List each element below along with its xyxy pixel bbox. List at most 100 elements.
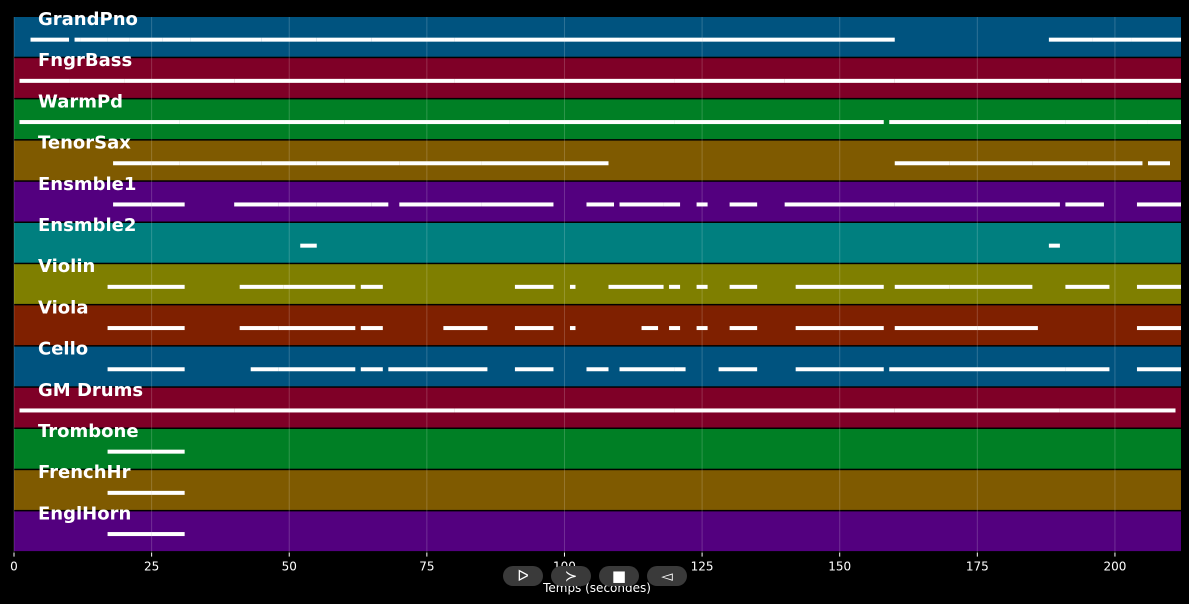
note-segment-2-7	[1147, 120, 1181, 125]
note-segment-0-8	[316, 37, 372, 42]
note-segment-8-6	[586, 367, 609, 372]
note-segment-0-12	[619, 37, 703, 42]
note-segment-9-5	[1059, 408, 1176, 413]
note-segment-8-10	[795, 367, 884, 372]
note-segment-4-14	[894, 202, 1060, 207]
note-segment-6-13	[1065, 284, 1110, 289]
note-segment-0-5	[162, 37, 191, 42]
track-label-5: Ensmble2	[38, 215, 136, 236]
note-segment-5-0	[300, 243, 317, 248]
note-segment-2-5	[889, 120, 1066, 125]
note-segment-7-7	[641, 326, 659, 331]
note-segment-3-11	[1087, 161, 1143, 166]
track-label-10: Trombone	[38, 421, 139, 442]
note-segment-0-6	[190, 37, 262, 42]
note-segment-6-4	[514, 284, 554, 289]
note-segment-8-7	[619, 367, 675, 372]
note-segment-7-8	[669, 326, 681, 331]
note-segment-3-1	[151, 161, 180, 166]
note-segment-9-0	[19, 408, 235, 413]
note-segment-6-1	[239, 284, 284, 289]
note-segment-4-15	[1065, 202, 1104, 207]
track-band-2	[14, 99, 1181, 140]
note-segment-4-11	[696, 202, 708, 207]
note-segment-3-7	[564, 161, 609, 166]
note-segment-12-0	[107, 532, 152, 537]
note-segment-6-0	[107, 284, 185, 289]
note-segment-0-3	[107, 37, 130, 42]
note-segment-4-2	[234, 202, 279, 207]
note-segment-4-7	[481, 202, 554, 207]
note-segment-8-11	[889, 367, 1066, 372]
note-segment-8-8	[674, 367, 686, 372]
note-segment-0-16	[1131, 37, 1181, 42]
note-segment-1-2	[124, 78, 235, 83]
note-segment-4-8	[586, 202, 615, 207]
note-segment-7-6	[569, 326, 576, 331]
note-segment-1-8	[784, 78, 895, 83]
track-label-7: Viola	[38, 297, 88, 318]
note-segment-0-0	[30, 37, 70, 42]
note-segment-3-5	[399, 161, 482, 166]
track-band-11	[14, 470, 1181, 510]
x-tick-label-5: 125	[691, 560, 714, 574]
note-segment-1-7	[674, 78, 785, 83]
note-segment-4-10	[663, 202, 681, 207]
track-band-3	[14, 140, 1181, 181]
note-segment-2-2	[344, 120, 510, 125]
note-segment-7-2	[278, 326, 356, 331]
note-segment-1-9	[894, 78, 1049, 83]
note-segment-0-2	[80, 37, 108, 42]
note-segment-4-6	[399, 202, 482, 207]
note-segment-11-1	[151, 490, 185, 495]
back-button[interactable]: ◅	[647, 566, 687, 586]
track-band-8	[14, 346, 1181, 387]
note-segment-7-13	[977, 326, 1038, 331]
note-segment-0-13	[702, 37, 895, 42]
track-label-9: GM Drums	[38, 380, 143, 401]
note-segment-3-12	[1147, 161, 1170, 166]
note-segment-4-12	[729, 202, 758, 207]
note-segment-1-0	[19, 78, 70, 83]
track-label-1: FngrBass	[38, 50, 132, 71]
forward-button[interactable]: ≻	[551, 566, 591, 586]
note-segment-7-3	[360, 326, 383, 331]
note-segment-3-3	[261, 161, 317, 166]
note-segment-6-11	[894, 284, 950, 289]
note-segment-4-4	[316, 202, 372, 207]
stop-button[interactable]: ■	[599, 566, 639, 586]
note-segment-9-2	[454, 408, 675, 413]
note-segment-3-2	[179, 161, 262, 166]
note-segment-12-1	[151, 532, 185, 537]
track-label-6: Violin	[38, 256, 95, 277]
note-segment-6-9	[729, 284, 758, 289]
note-segment-4-9	[619, 202, 664, 207]
note-segment-1-1	[69, 78, 125, 83]
track-label-3: TenorSax	[38, 133, 131, 154]
note-segment-7-0	[107, 326, 185, 331]
note-segment-0-14	[1048, 37, 1093, 42]
note-segment-3-0	[113, 161, 152, 166]
note-segment-0-11	[564, 37, 620, 42]
note-segment-2-3	[509, 120, 675, 125]
note-segment-6-7	[669, 284, 681, 289]
note-segment-8-9	[718, 367, 758, 372]
note-segment-4-16	[1136, 202, 1181, 207]
note-segment-1-4	[344, 78, 455, 83]
play-button[interactable]: ᐅ	[503, 566, 543, 586]
note-segment-0-4	[129, 37, 163, 42]
note-segment-6-6	[608, 284, 664, 289]
note-segment-2-0	[19, 120, 180, 125]
note-segment-1-11	[1081, 78, 1181, 83]
note-segment-2-4	[674, 120, 884, 125]
note-segment-9-3	[674, 408, 895, 413]
note-segment-11-0	[107, 490, 152, 495]
track-band-0	[14, 17, 1181, 57]
note-segment-7-1	[239, 326, 279, 331]
note-segment-1-5	[454, 78, 565, 83]
note-segment-4-13	[784, 202, 895, 207]
note-segment-9-4	[894, 408, 1060, 413]
note-segment-7-5	[514, 326, 554, 331]
track-label-2: WarmPd	[38, 91, 123, 112]
note-segment-8-0	[107, 367, 185, 372]
